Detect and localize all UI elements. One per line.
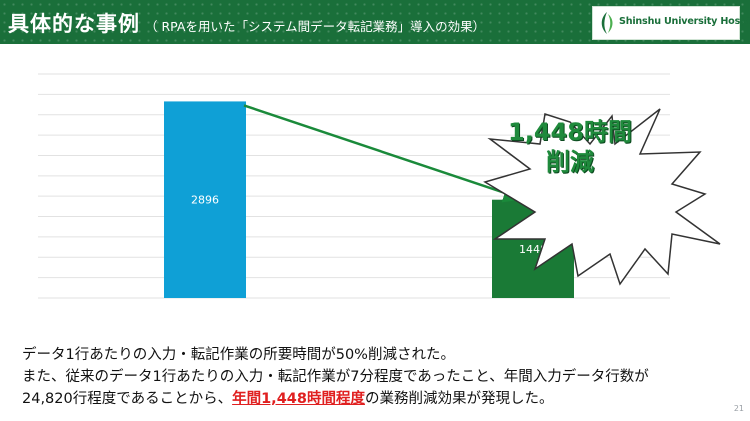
callout-line1: 1,448時間: [508, 118, 632, 146]
chart-gridlines: [38, 73, 670, 299]
reduction-arrow: [243, 104, 524, 203]
slide-title: 具体的な事例: [8, 12, 140, 36]
highlight-annual-hours: 年間1,448時間程度: [232, 391, 365, 407]
description-line3-start: 24,820行程度であることから、: [22, 391, 233, 407]
bar-1: [164, 101, 246, 298]
bar-value-label-1: 2896: [191, 194, 219, 207]
callout-line2: 削減: [546, 148, 594, 176]
leaf-logo-icon: [601, 12, 613, 34]
hospital-logo: Shinshu University Hospital: [592, 6, 750, 40]
starburst-callout: [483, 108, 721, 286]
description-line3-end: の業務削減効果が発現した。: [364, 391, 554, 407]
result-description: データ1行あたりの入力・転記作業の所要時間が50%削減された。 また、従来のデー…: [22, 344, 737, 410]
description-line1: データ1行あたりの入力・転記作業の所要時間が50%削減された。: [22, 347, 455, 363]
page-number: 21: [733, 404, 744, 413]
reduction-arrow-line: [243, 104, 524, 203]
description-line2: また、従来のデータ1行あたりの入力・転記作業が7分程度であったこと、年間入力デー…: [22, 369, 649, 385]
logo-text: Shinshu University Hospital: [619, 16, 750, 27]
description-line3: 24,820行程度であることから、年間1,448時間程度の業務削減効果が発現した…: [22, 388, 737, 410]
slide-subtitle: （ RPAを用いた「システム間データ転記業務」導入の効果）: [145, 19, 486, 34]
starburst-shape: [483, 108, 721, 286]
callout-text: 1,448時間 削減: [500, 117, 640, 177]
slide-header: 具体的な事例 （ RPAを用いた「システム間データ転記業務」導入の効果） Shi…: [0, 0, 750, 44]
